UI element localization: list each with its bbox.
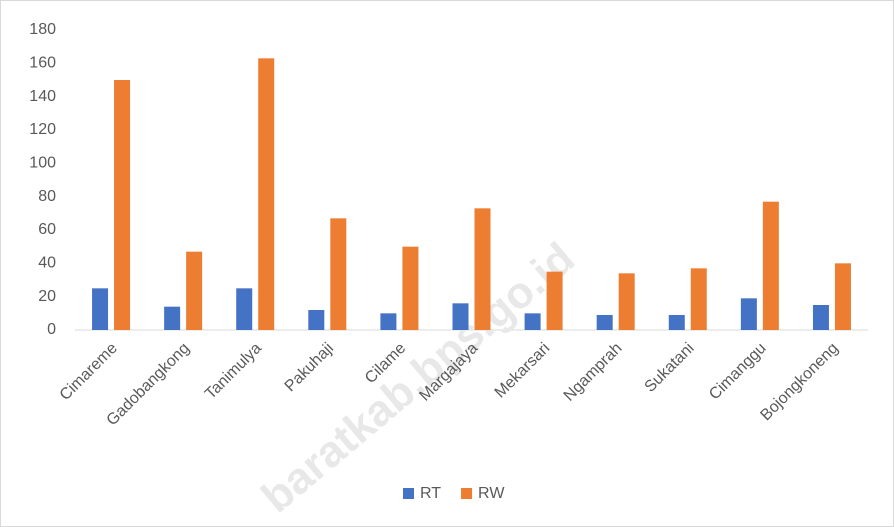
bar xyxy=(92,288,109,330)
legend-swatch xyxy=(403,488,414,499)
y-tick-label: 180 xyxy=(29,21,56,38)
y-tick-label: 20 xyxy=(38,288,56,305)
bar xyxy=(690,268,707,330)
y-tick-label: 0 xyxy=(47,321,56,338)
bar xyxy=(740,298,757,330)
bar xyxy=(308,310,325,330)
bar xyxy=(668,315,685,330)
bar xyxy=(618,273,635,330)
bar xyxy=(812,305,829,330)
bar xyxy=(380,313,397,330)
bar xyxy=(596,315,613,330)
bar xyxy=(402,246,419,330)
y-tick-label: 40 xyxy=(38,255,56,272)
bar xyxy=(474,208,491,330)
bar xyxy=(452,303,469,330)
bar xyxy=(762,201,779,330)
y-tick-label: 140 xyxy=(29,88,56,105)
y-tick-label: 80 xyxy=(38,188,56,205)
bar xyxy=(258,58,275,330)
bar xyxy=(186,251,203,330)
y-tick-label: 60 xyxy=(38,221,56,238)
bar xyxy=(546,271,563,330)
bar xyxy=(236,288,253,330)
bar xyxy=(114,80,131,330)
bar xyxy=(834,263,851,330)
y-tick-label: 100 xyxy=(29,155,56,172)
y-tick-label: 160 xyxy=(29,55,56,72)
legend-label: RW xyxy=(478,485,505,502)
legend-label: RT xyxy=(420,485,441,502)
bar xyxy=(330,218,347,330)
legend-swatch xyxy=(461,488,473,499)
bar xyxy=(524,313,541,330)
y-tick-label: 120 xyxy=(29,121,56,138)
bar xyxy=(164,306,181,330)
